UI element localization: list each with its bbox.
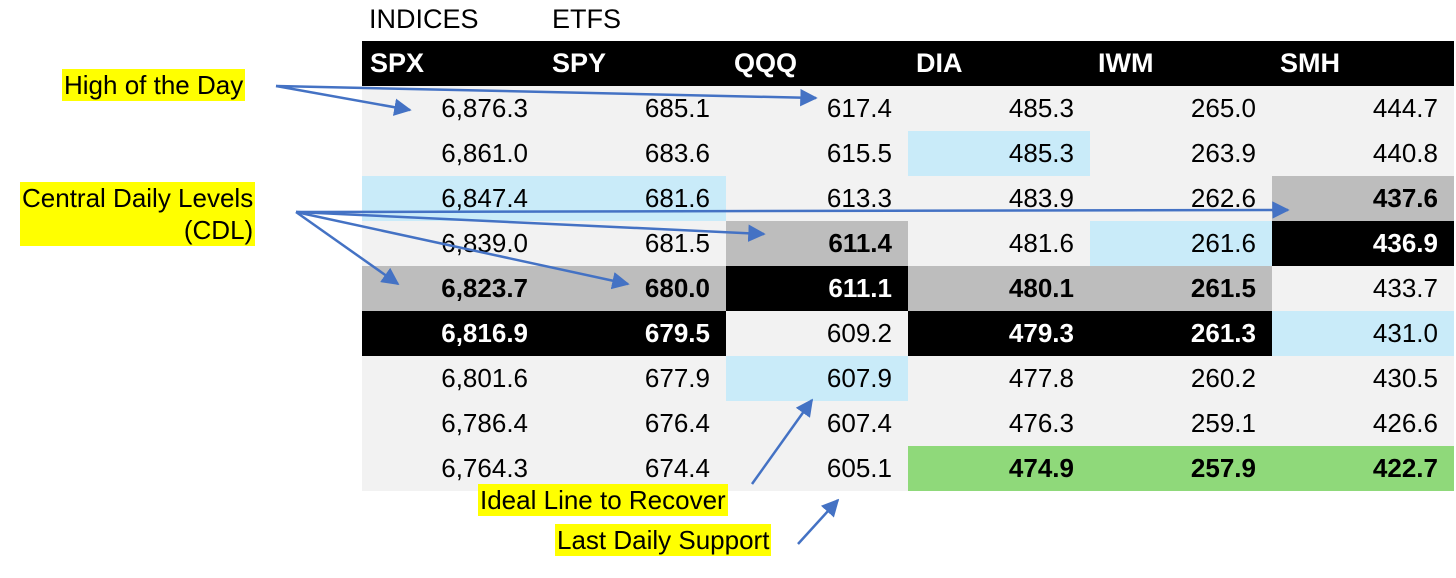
level-cell-dia-3: 483.9 (908, 176, 1090, 221)
level-cell-spx-6: 6,816.9 (362, 311, 544, 356)
callout-last-support: Last Daily Support (555, 524, 772, 556)
callout-cdl-line1: Central Daily Levels (22, 183, 254, 213)
level-cell-spx-2: 6,861.0 (362, 131, 544, 176)
level-cell-dia-2: 485.3 (908, 131, 1090, 176)
column-header-iwm: IWM (1090, 41, 1272, 86)
level-cell-qqq-7: 607.9 (726, 356, 908, 401)
level-cell-smh-6: 431.0 (1272, 311, 1454, 356)
callout-cdl: Central Daily Levels (CDL) (20, 182, 256, 246)
level-cell-qqq-3: 613.3 (726, 176, 908, 221)
arrow-ideal-line (750, 398, 814, 485)
level-cell-spy-9: 674.4 (544, 446, 726, 491)
level-cell-iwm-3: 262.6 (1090, 176, 1272, 221)
level-cell-qqq-1: 617.4 (726, 86, 908, 131)
level-cell-dia-5: 480.1 (908, 266, 1090, 311)
level-cell-smh-5: 433.7 (1272, 266, 1454, 311)
level-cell-qqq-6: 609.2 (726, 311, 908, 356)
level-cell-spx-7: 6,801.6 (362, 356, 544, 401)
level-cell-iwm-7: 260.2 (1090, 356, 1272, 401)
level-cell-iwm-5: 261.5 (1090, 266, 1272, 311)
level-cell-spy-7: 677.9 (544, 356, 726, 401)
level-cell-dia-9: 474.9 (908, 446, 1090, 491)
column-header-spx: SPX (362, 41, 544, 86)
level-cell-qqq-5: 611.1 (726, 266, 908, 311)
level-cell-spy-2: 683.6 (544, 131, 726, 176)
level-cell-spy-4: 681.5 (544, 221, 726, 266)
etfs-label: ETFS (552, 4, 622, 34)
indices-label: INDICES (369, 4, 479, 34)
level-cell-spx-1: 6,876.3 (362, 86, 544, 131)
level-cell-iwm-2: 263.9 (1090, 131, 1272, 176)
column-header-smh: SMH (1272, 41, 1454, 86)
level-cell-smh-7: 430.5 (1272, 356, 1454, 401)
level-cell-spx-3: 6,847.4 (362, 176, 544, 221)
callout-cdl-line2: (CDL) (183, 215, 254, 245)
level-cell-iwm-6: 261.3 (1090, 311, 1272, 356)
level-cell-qqq-8: 607.4 (726, 401, 908, 446)
level-cell-smh-8: 426.6 (1272, 401, 1454, 446)
level-cell-spy-6: 679.5 (544, 311, 726, 356)
callout-high-of-day: High of the Day (62, 69, 246, 101)
level-cell-qqq-2: 615.5 (726, 131, 908, 176)
level-cell-spy-8: 676.4 (544, 401, 726, 446)
level-cell-dia-6: 479.3 (908, 311, 1090, 356)
level-cell-dia-7: 477.8 (908, 356, 1090, 401)
arrow-hod-spx (275, 84, 412, 116)
column-header-qqq: QQQ (726, 41, 908, 86)
levels-table: SPX SPY QQQ DIA IWM SMH 6,876.3 685.1 617.4 485.3… (362, 41, 1454, 491)
level-cell-iwm-8: 259.1 (1090, 401, 1272, 446)
level-cell-dia-8: 476.3 (908, 401, 1090, 446)
level-cell-iwm-1: 265.0 (1090, 86, 1272, 131)
level-cell-smh-4: 436.9 (1272, 221, 1454, 266)
arrow-last-support (797, 498, 840, 545)
level-cell-dia-1: 485.3 (908, 86, 1090, 131)
arrow-cdl-spy (295, 210, 630, 290)
arrow-hod-qqq (275, 84, 818, 107)
level-cell-iwm-4: 261.6 (1090, 221, 1272, 266)
level-cell-spx-9: 6,764.3 (362, 446, 544, 491)
arrow-cdl-smh (295, 201, 1290, 219)
level-cell-smh-1: 444.7 (1272, 86, 1454, 131)
level-cell-smh-2: 440.8 (1272, 131, 1454, 176)
level-cell-spy-3: 681.6 (544, 176, 726, 221)
arrow-cdl-spx (295, 210, 400, 286)
level-cell-dia-4: 481.6 (908, 221, 1090, 266)
level-cell-smh-3: 437.6 (1272, 176, 1454, 221)
level-cell-smh-9: 422.7 (1272, 446, 1454, 491)
column-header-dia: DIA (908, 41, 1090, 86)
level-cell-qqq-9: 605.1 (726, 446, 908, 491)
level-cell-iwm-9: 257.9 (1090, 446, 1272, 491)
level-cell-spx-8: 6,786.4 (362, 401, 544, 446)
arrow-cdl-qqq (295, 210, 766, 243)
callout-ideal-line: Ideal Line to Recover (478, 484, 728, 516)
column-header-spy: SPY (544, 41, 726, 86)
